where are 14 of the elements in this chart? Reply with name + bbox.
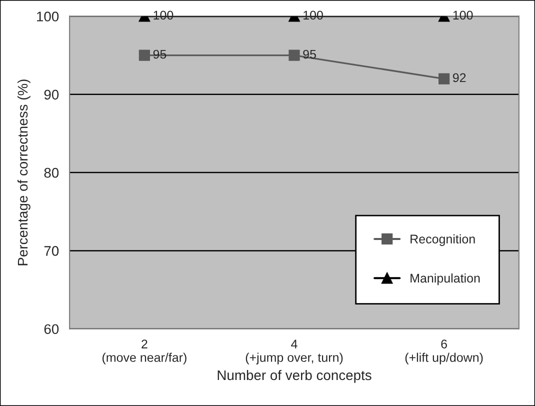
data-label: 95 <box>303 50 316 59</box>
y-tick-label: 90 <box>44 90 59 100</box>
legend-label: Recognition <box>410 234 475 246</box>
data-label: 92 <box>452 73 466 82</box>
legend-label: Manipulation <box>410 273 480 286</box>
x-tick-label: 2 (move near/far) <box>102 340 186 364</box>
x-tick-label: 4 (+jump over, turn) <box>246 340 343 364</box>
y-tick-label: 70 <box>44 246 59 256</box>
y-tick-label: 100 <box>37 12 59 22</box>
x-axis-title: Number of verb concepts <box>218 370 372 383</box>
y-tick-label: 80 <box>44 168 59 178</box>
x-tick-label: 6 (+lift up/down) <box>405 340 483 364</box>
y-tick-label: 60 <box>44 324 59 334</box>
y-axis-title: Percentage of correctness (%) <box>17 80 30 266</box>
